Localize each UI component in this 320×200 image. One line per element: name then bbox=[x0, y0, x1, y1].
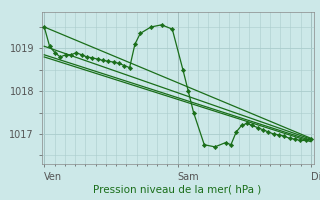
X-axis label: Pression niveau de la mer( hPa ): Pression niveau de la mer( hPa ) bbox=[93, 184, 262, 194]
